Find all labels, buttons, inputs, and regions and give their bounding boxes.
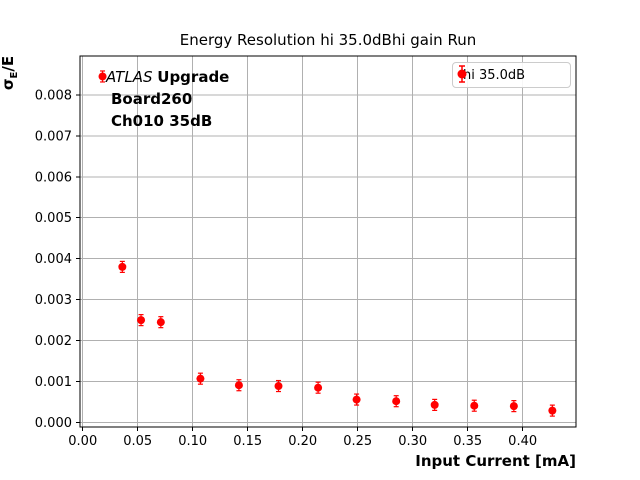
data-point [196,374,205,383]
data-point [234,381,243,390]
data-point [430,400,439,409]
y-tick-label: 0.004 [35,252,72,267]
data-point [470,401,479,410]
y-tick-label: 0.001 [35,375,72,390]
ylabel-sigma: σ [0,78,17,91]
data-point [314,383,323,392]
annotation-experiment-name: ATLAS [106,68,153,86]
y-axis-label: σE/E [0,49,20,97]
ylabel-rest: /E [0,55,17,72]
data-point [274,382,283,391]
x-tick-label: 0.35 [453,434,482,449]
data-point [137,316,146,325]
y-tick-label: 0.002 [35,334,72,349]
axes-frame [79,55,577,428]
data-point [548,406,557,415]
y-tick-label: 0.000 [35,416,72,431]
annotation-channel-label: Ch010 35dB [111,112,213,130]
y-tick-label: 0.008 [35,88,72,103]
x-tick-label: 0.05 [123,434,152,449]
legend-label: hi 35.0dB [463,67,526,83]
data-point [118,262,127,271]
data-point [98,72,107,81]
annotation-upgrade-label: Upgrade [157,68,230,86]
x-tick-label: 0.30 [398,434,427,449]
errorbar-marker-icon [457,65,467,83]
x-tick-label: 0.15 [233,434,262,449]
x-axis-label: Input Current [mA] [415,452,576,470]
data-point [352,395,361,404]
x-tick-label: 0.40 [508,434,537,449]
data-point [392,397,401,406]
legend: hi 35.0dB [452,62,571,88]
data-point [156,318,165,327]
ylabel-subscript: E [9,71,20,79]
annotation-board-label: Board260 [111,90,193,108]
x-tick-label: 0.10 [178,434,207,449]
x-tick-label: 0.00 [68,434,97,449]
x-tick-label: 0.20 [288,434,317,449]
y-tick-label: 0.005 [35,211,72,226]
y-tick-label: 0.006 [35,170,72,185]
chart-title: Energy Resolution hi 35.0dBhi gain Run [179,31,477,49]
annotation-line-1: ATLAS Upgrade [106,66,229,88]
plot-annotation: ATLAS Upgrade Board260 Ch010 35dB [106,66,229,132]
y-tick-label: 0.007 [35,129,72,144]
y-tick-label: 0.003 [35,293,72,308]
data-point [509,402,518,411]
x-tick-label: 0.25 [343,434,372,449]
